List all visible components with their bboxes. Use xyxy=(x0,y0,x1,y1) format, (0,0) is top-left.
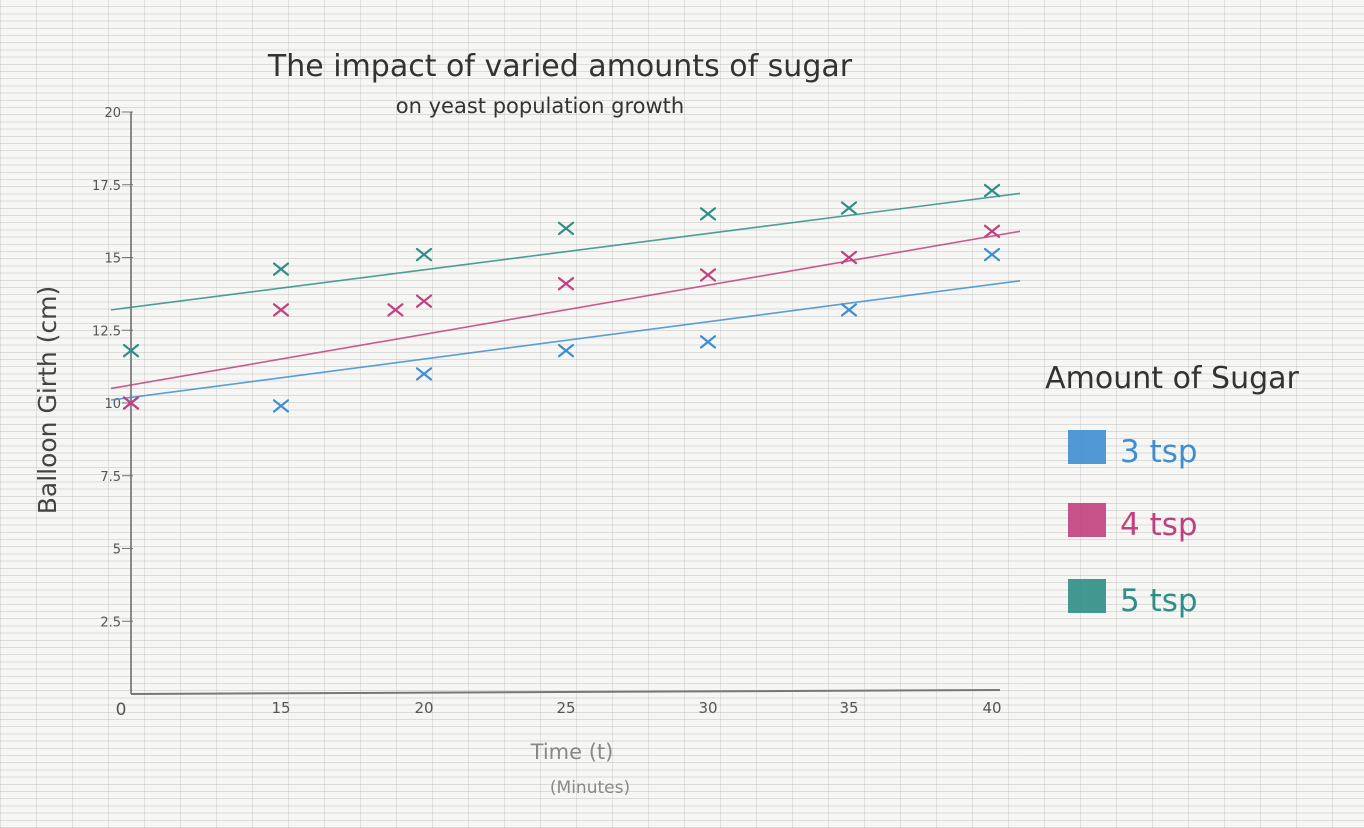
legend-label-4-tsp: 4 tsp xyxy=(1120,507,1198,543)
cross-stroke xyxy=(387,303,404,317)
legend-swatch-5-tsp xyxy=(1068,579,1106,613)
y-tick-label: 7.5 xyxy=(100,470,121,485)
data-point-4-tsp xyxy=(983,224,1001,239)
y-tick-label: 15 xyxy=(104,252,121,267)
cross-stroke xyxy=(415,367,433,381)
data-point-3-tsp xyxy=(415,367,433,381)
x-tick-label: 40 xyxy=(982,699,1001,717)
legend-label-3-tsp: 3 tsp xyxy=(1120,434,1198,470)
y-axis-label: Balloon Girth (cm) xyxy=(33,286,62,515)
data-point-3-tsp xyxy=(557,343,575,358)
data-point-4-tsp xyxy=(387,303,404,317)
x-tick-label: 20 xyxy=(414,699,433,717)
legend-swatch-3-tsp xyxy=(1068,430,1106,464)
data-point-5-tsp xyxy=(272,262,290,276)
cross-stroke xyxy=(415,294,433,308)
x-tick-labels: 15 20 25 30 35 40 xyxy=(271,699,1001,717)
trend-lines xyxy=(110,192,1021,401)
x-tick-label: 25 xyxy=(556,699,575,717)
x-tick-label: 35 xyxy=(839,699,858,717)
cross-stroke xyxy=(699,268,717,282)
data-point-4-tsp xyxy=(415,294,433,308)
chart-subtitle: on yeast population growth xyxy=(396,94,684,118)
cross-stroke xyxy=(557,276,575,291)
data-point-4-tsp xyxy=(272,303,290,317)
data-point-3-tsp xyxy=(983,247,1001,262)
cross-stroke xyxy=(272,399,290,413)
cross-stroke xyxy=(983,224,1001,239)
x-axis xyxy=(130,689,1001,695)
cross-stroke xyxy=(699,335,717,349)
origin-label: 0 xyxy=(116,700,127,720)
data-point-3-tsp xyxy=(272,399,290,413)
cross-stroke xyxy=(415,247,433,262)
y-tick-label: 10 xyxy=(104,397,121,412)
data-point-5-tsp xyxy=(415,247,433,262)
x-axis-label: Time (t) xyxy=(530,740,614,764)
cross-stroke xyxy=(122,343,140,358)
y-tick-label: 20 xyxy=(104,106,121,121)
cross-stroke xyxy=(699,207,717,221)
cross-stroke xyxy=(983,247,1001,262)
trend-line-3-tsp xyxy=(110,279,1021,401)
data-point-3-tsp xyxy=(840,303,858,317)
chart-title: The impact of varied amounts of sugar xyxy=(267,49,853,84)
data-point-4-tsp xyxy=(840,250,858,265)
x-tick-label: 15 xyxy=(271,699,290,717)
y-tick-labels: 2.5 5 7.5 10 12.5 15 17.5 20 xyxy=(92,106,133,630)
data-point-5-tsp xyxy=(557,221,575,236)
data-points xyxy=(122,183,1001,413)
data-point-5-tsp xyxy=(699,207,717,221)
x-tick-label: 30 xyxy=(698,699,717,717)
data-point-5-tsp xyxy=(840,201,858,215)
cross-stroke xyxy=(983,183,1001,198)
legend-swatch-4-tsp xyxy=(1068,503,1106,537)
cross-stroke xyxy=(272,262,290,276)
y-tick-label: 12.5 xyxy=(92,324,121,339)
y-tick-label: 17.5 xyxy=(92,179,121,194)
cross-stroke xyxy=(122,396,140,410)
cross-stroke xyxy=(557,221,575,236)
y-tick-label: 5 xyxy=(113,543,121,558)
cross-stroke xyxy=(272,303,290,317)
legend: 3 tsp 4 tsp 5 tsp xyxy=(1068,430,1198,619)
data-point-5-tsp xyxy=(983,183,1001,198)
data-point-5-tsp xyxy=(122,343,140,358)
trend-line-4-tsp xyxy=(110,230,1021,390)
cross-stroke xyxy=(557,343,575,358)
cross-stroke xyxy=(840,201,858,215)
cross-stroke xyxy=(840,303,858,317)
cross-stroke xyxy=(840,250,858,265)
data-point-4-tsp xyxy=(122,396,140,410)
data-point-3-tsp xyxy=(699,335,717,349)
x-axis-unit: (Minutes) xyxy=(550,778,630,798)
y-tick-label: 2.5 xyxy=(100,615,121,630)
trend-line-5-tsp xyxy=(110,192,1021,311)
data-point-4-tsp xyxy=(557,276,575,291)
data-point-4-tsp xyxy=(699,268,717,282)
legend-label-5-tsp: 5 tsp xyxy=(1120,583,1198,619)
legend-title: Amount of Sugar xyxy=(1045,361,1299,396)
